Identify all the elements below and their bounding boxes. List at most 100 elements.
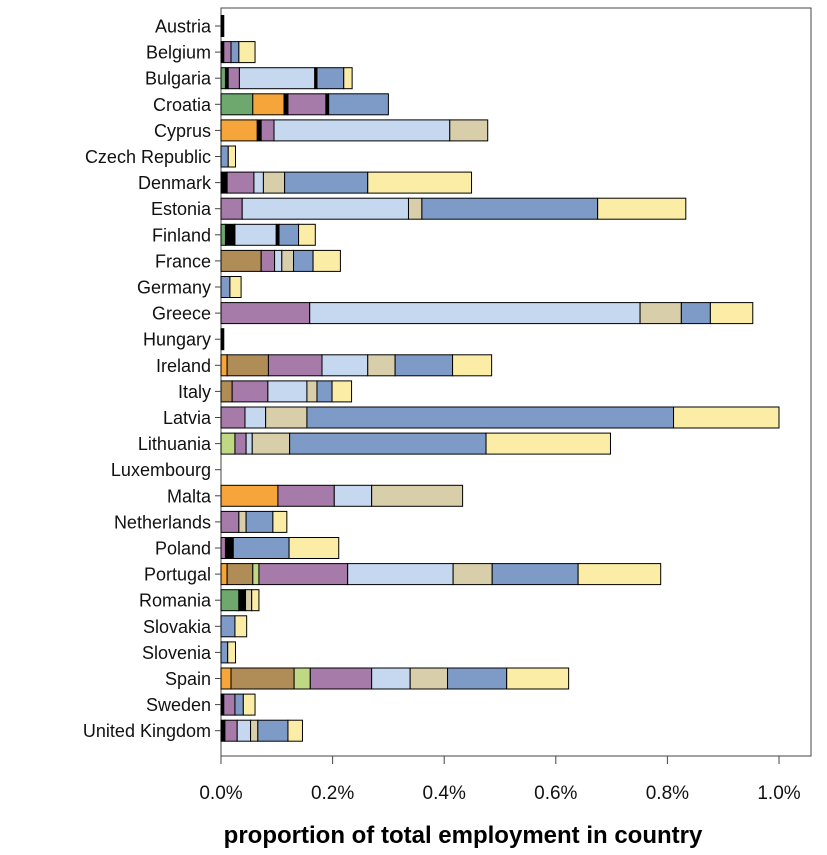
- bar-segment-austria: [220, 15, 225, 37]
- bar-segment-portugal: [226, 563, 254, 586]
- bar-segment-sweden: [234, 693, 244, 716]
- bar-segment-united-kingdom: [257, 719, 289, 742]
- country-label-latvia: Latvia: [163, 408, 212, 428]
- bar-segment-ireland: [226, 354, 269, 377]
- bar-segment-france: [281, 249, 295, 272]
- bar-segment-malta: [220, 484, 279, 507]
- bar-segment-germany: [229, 276, 242, 298]
- bar-segment-finland: [298, 223, 316, 246]
- x-tick-label: 0.8%: [646, 783, 689, 804]
- country-label-luxembourg: Luxembourg: [111, 460, 211, 480]
- bar-segment-spain: [447, 667, 508, 690]
- bar-segment-belgium: [223, 41, 232, 64]
- bar-segment-ireland: [367, 354, 396, 377]
- bar-segment-lithuania: [220, 432, 236, 455]
- bar-segment-croatia: [287, 93, 327, 116]
- country-label-slovakia: Slovakia: [143, 617, 212, 637]
- country-ticks: [215, 25, 221, 732]
- bar-segment-italy: [220, 380, 233, 403]
- bar-segment-cyprus: [256, 119, 262, 142]
- bar-segment-hungary: [220, 328, 225, 351]
- country-label-germany: Germany: [137, 278, 211, 298]
- bar-segment-portugal: [577, 563, 662, 586]
- bar-segment-sweden: [223, 693, 236, 716]
- bar-segment-spain: [220, 667, 232, 690]
- bar-segment-romania: [251, 589, 260, 612]
- bar-segment-netherlands: [220, 510, 240, 533]
- bar-segment-lithuania: [245, 432, 253, 455]
- bar-segment-france: [260, 249, 276, 272]
- x-tick-label: 0.0%: [199, 783, 242, 804]
- bar-segment-ireland: [394, 354, 454, 377]
- bar-segment-poland: [288, 537, 340, 559]
- country-label-romania: Romania: [139, 591, 212, 611]
- country-label-greece: Greece: [152, 304, 211, 324]
- bar-segment-denmark: [253, 171, 264, 194]
- bar-segment-finland: [224, 223, 236, 246]
- country-label-estonia: Estonia: [151, 199, 212, 219]
- bar-segment-estonia: [421, 197, 599, 220]
- bar-segment-slovenia: [220, 641, 229, 664]
- x-tick-label: 0.4%: [423, 783, 466, 804]
- bar-segment-latvia: [244, 406, 267, 429]
- bar-segment-ireland: [452, 354, 493, 377]
- x-tick-label: 1.0%: [757, 783, 800, 804]
- country-label-slovenia: Slovenia: [142, 643, 212, 663]
- country-label-spain: Spain: [165, 669, 211, 689]
- bar-segment-greece: [709, 302, 754, 325]
- bar-segment-italy: [267, 380, 308, 403]
- bar-segment-belgium: [230, 41, 240, 64]
- country-label-france: France: [155, 251, 211, 271]
- bar-segment-ireland: [267, 354, 323, 377]
- bar-segment-croatia: [252, 93, 285, 116]
- country-label-italy: Italy: [178, 382, 211, 402]
- country-label-austria: Austria: [155, 17, 212, 37]
- bar-segment-portugal: [452, 563, 493, 586]
- bar-segment-netherlands: [245, 510, 274, 533]
- bar-segment-netherlands: [238, 510, 247, 533]
- bar-segment-slovakia: [234, 615, 248, 638]
- bar-segment-poland: [220, 537, 226, 559]
- bar-segment-croatia: [328, 93, 389, 116]
- bar-segment-denmark: [220, 171, 228, 194]
- bar-segment-finland: [278, 223, 300, 246]
- bar-segment-netherlands: [272, 510, 288, 533]
- bar-segment-spain: [371, 667, 411, 690]
- bar-segment-bulgaria: [227, 67, 240, 90]
- bar-segment-portugal: [347, 563, 454, 586]
- bar-segment-france: [293, 249, 314, 272]
- bar-segment-portugal: [258, 563, 349, 586]
- bar-segment-united-kingdom: [236, 719, 252, 742]
- bar-segment-spain: [230, 667, 295, 690]
- bar-segment-poland: [224, 537, 234, 559]
- bar-segment-cyprus: [449, 119, 489, 142]
- x-tick-label: 0.6%: [534, 783, 577, 804]
- bar-segment-spain: [506, 667, 570, 690]
- bar-segment-greece: [309, 302, 641, 325]
- bar-segment-united-kingdom: [224, 719, 238, 742]
- country-label-ireland: Ireland: [156, 356, 211, 376]
- country-label-poland: Poland: [155, 539, 211, 559]
- bar-segment-italy: [231, 380, 269, 403]
- bar-segment-slovenia: [227, 641, 237, 664]
- bar-segment-czech-republic: [220, 145, 229, 168]
- bar-segment-cyprus: [260, 119, 275, 142]
- bar-segment-lithuania: [289, 432, 487, 455]
- bar-segments: [220, 15, 780, 742]
- bar-segment-spain: [409, 667, 449, 690]
- country-labels: Austria Belgium Bulgaria Croatia Cyprus Czech…: [83, 17, 212, 742]
- bar-segment-france: [274, 249, 283, 272]
- country-label-lithuania: Lithuania: [138, 434, 212, 454]
- bar-segment-lithuania: [251, 432, 291, 455]
- bar-segment-greece: [220, 302, 311, 325]
- country-label-croatia: Croatia: [153, 95, 212, 115]
- bar-segment-czech-republic: [227, 145, 236, 168]
- bar-segment-portugal: [491, 563, 579, 586]
- bar-segment-portugal: [252, 563, 260, 586]
- bar-segment-latvia: [220, 406, 246, 429]
- bar-segment-bulgaria: [238, 67, 316, 90]
- x-axis-tick-labels: 0.0% 0.2% 0.4% 0.6% 0.8% 1.0%: [199, 783, 800, 804]
- bar-segment-croatia: [220, 93, 254, 116]
- country-label-finland: Finland: [152, 225, 211, 245]
- bar-segment-lithuania: [485, 432, 611, 455]
